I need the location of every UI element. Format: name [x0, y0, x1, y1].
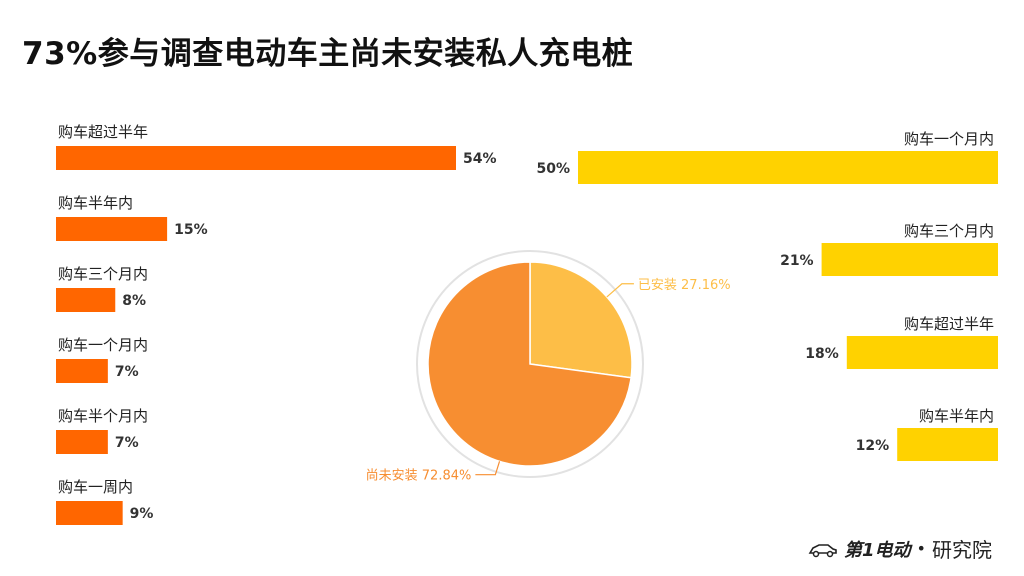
pie-label-installed: 已安装 27.16% — [638, 278, 731, 293]
right-bar — [846, 336, 998, 369]
right-value-label: 21% — [780, 253, 814, 269]
pie-chart: 已安装 27.16% 尚未安装 72.84% — [366, 250, 731, 484]
right-value-label: 50% — [536, 161, 570, 177]
page-title: 73%参与调查电动车主尚未安装私人充电桩 — [22, 36, 634, 72]
right-category-label: 购车半年内 — [919, 407, 994, 425]
left-bar — [56, 217, 168, 241]
left-value-label: 9% — [130, 506, 154, 522]
right-category-label: 购车超过半年 — [904, 315, 994, 333]
left-category-label: 购车三个月内 — [58, 265, 148, 283]
left-value-label: 7% — [115, 364, 139, 380]
left-value-label: 54% — [463, 151, 497, 167]
left-value-label: 15% — [174, 222, 208, 238]
left-category-label: 购车超过半年 — [58, 123, 148, 141]
pie-outer-ring — [416, 250, 644, 478]
left-value-label: 8% — [122, 293, 146, 309]
right-value-label: 18% — [805, 346, 839, 362]
car-icon — [808, 543, 837, 557]
pie-leader-line — [606, 283, 634, 298]
left-bar — [56, 146, 456, 170]
left-category-label: 购车一周内 — [58, 478, 133, 496]
left-bar — [56, 288, 116, 312]
left-bar — [56, 430, 108, 454]
brand-separator: • — [916, 539, 926, 558]
left-bar — [56, 501, 123, 525]
pie-label-not-installed: 尚未安装 72.84% — [366, 469, 472, 484]
brand-logo: 第1电动 • 研究院 — [808, 534, 992, 563]
pie-slice — [427, 261, 632, 467]
left-category-label: 购车半年内 — [58, 194, 133, 212]
right-category-label: 购车三个月内 — [904, 222, 994, 240]
pie-leader-line — [475, 461, 501, 476]
right-value-label: 12% — [856, 438, 890, 454]
left-category-label: 购车一个月内 — [58, 336, 148, 354]
left-value-label: 7% — [115, 435, 139, 451]
pie-slice — [529, 261, 633, 379]
right-bar-chart: 购车一个月内 50% 购车三个月内 21% 购车超过半年 18% 购车半年内 12% — [536, 130, 998, 461]
right-bar — [578, 151, 998, 184]
right-bar — [897, 428, 998, 461]
brand-mark: 第1电动 — [844, 539, 911, 561]
right-bar — [821, 243, 998, 276]
brand-name: 研究院 — [931, 538, 992, 562]
left-bar-chart: 购车超过半年 54% 购车半年内 15% 购车三个月内 8% 购车一个月内 7% 购车半个月内 7… — [56, 123, 497, 525]
left-bar — [56, 359, 108, 383]
right-category-label: 购车一个月内 — [904, 130, 994, 148]
left-category-label: 购车半个月内 — [58, 407, 148, 425]
